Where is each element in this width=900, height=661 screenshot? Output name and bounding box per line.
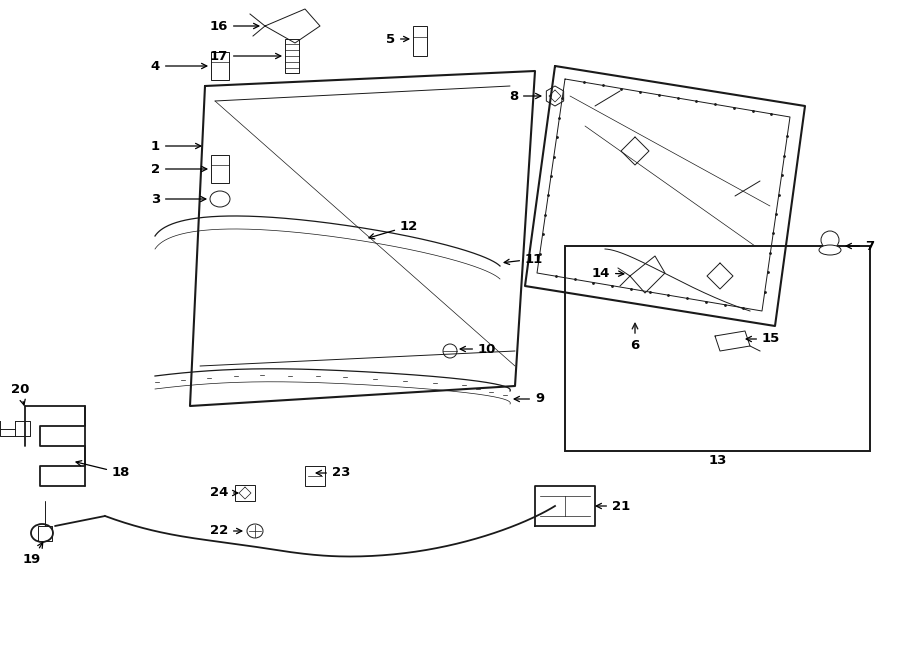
Text: 11: 11	[504, 253, 544, 266]
Text: 18: 18	[76, 461, 130, 479]
Bar	[285, 39, 299, 73]
Text: 12: 12	[369, 219, 419, 239]
Text: 14: 14	[591, 266, 624, 280]
Ellipse shape	[819, 245, 841, 255]
Text: 4: 4	[151, 59, 207, 73]
Text: 19: 19	[22, 543, 43, 566]
Text: 15: 15	[746, 332, 780, 346]
Bar	[235, 485, 255, 501]
Bar	[565, 246, 870, 451]
Text: 10: 10	[460, 342, 497, 356]
Text: 7: 7	[846, 239, 874, 253]
Ellipse shape	[210, 191, 230, 207]
Text: 8: 8	[508, 89, 541, 102]
Text: 21: 21	[596, 500, 630, 512]
Text: 5: 5	[386, 32, 409, 46]
Text: 22: 22	[210, 524, 242, 537]
Bar	[211, 155, 229, 183]
Text: 13: 13	[709, 454, 727, 467]
Ellipse shape	[443, 344, 457, 358]
Text: 23: 23	[316, 467, 350, 479]
Ellipse shape	[821, 231, 839, 249]
Bar	[305, 466, 325, 486]
Text: 9: 9	[514, 393, 544, 405]
Text: 24: 24	[210, 486, 238, 500]
Bar	[413, 26, 427, 56]
Text: 6: 6	[630, 339, 640, 352]
Bar	[211, 52, 229, 80]
Text: 3: 3	[151, 192, 206, 206]
Text: 2: 2	[151, 163, 207, 176]
Ellipse shape	[247, 524, 263, 538]
Text: 17: 17	[210, 50, 281, 63]
Text: 20: 20	[11, 383, 29, 405]
Text: 1: 1	[151, 139, 201, 153]
Text: 16: 16	[210, 20, 259, 32]
